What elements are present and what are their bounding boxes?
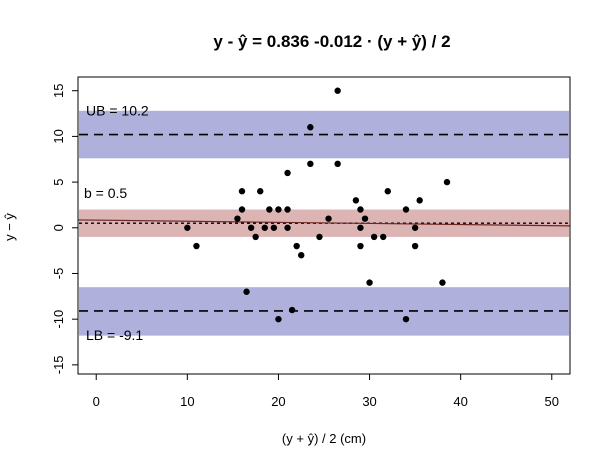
data-point bbox=[316, 233, 323, 241]
data-point bbox=[270, 224, 278, 231]
y-axis-label: y − ŷ bbox=[2, 213, 17, 241]
plot-frame bbox=[77, 76, 571, 375]
plot-area: UB = 10.2b = 0.5LB = -9.10 10 20 30 40 50-15-… bbox=[51, 76, 571, 409]
data-point bbox=[402, 206, 410, 213]
data-point bbox=[352, 197, 360, 204]
data-point bbox=[284, 169, 291, 177]
x-tick-label: 40 bbox=[453, 394, 467, 409]
y-tick-label: 0 bbox=[51, 224, 66, 231]
data-point bbox=[334, 87, 341, 94]
data-point bbox=[288, 306, 296, 314]
data-point bbox=[275, 206, 282, 213]
data-point bbox=[293, 242, 300, 250]
data-point bbox=[266, 206, 273, 213]
x-tick-label: 30 bbox=[362, 394, 376, 409]
data-point bbox=[252, 233, 259, 241]
data-point bbox=[361, 215, 369, 222]
y-tick-label: 15 bbox=[51, 83, 66, 97]
data-point bbox=[247, 224, 255, 231]
x-axis-label: (y + ŷ) / 2 (cm) bbox=[282, 431, 366, 446]
y-tick-label: -10 bbox=[51, 310, 66, 329]
data-point bbox=[334, 160, 341, 168]
data-point bbox=[261, 224, 268, 231]
data-point bbox=[284, 206, 291, 213]
data-point bbox=[370, 233, 378, 241]
data-point bbox=[307, 124, 314, 131]
data-point bbox=[257, 188, 264, 195]
data-point bbox=[411, 242, 419, 250]
data-point bbox=[416, 197, 423, 204]
data-point bbox=[439, 279, 446, 286]
data-point bbox=[243, 288, 250, 295]
data-point bbox=[357, 224, 364, 231]
y-tick-label: 10 bbox=[51, 129, 66, 143]
data-point bbox=[411, 224, 419, 231]
data-point bbox=[298, 252, 305, 259]
data-point bbox=[234, 215, 241, 222]
y-tick-label: -5 bbox=[51, 268, 66, 280]
data-point bbox=[443, 178, 451, 186]
x-tick-label: 50 bbox=[545, 394, 559, 409]
x-tick-label: 0 bbox=[93, 394, 100, 409]
y-tick-label: 5 bbox=[51, 178, 66, 185]
data-point bbox=[193, 242, 200, 250]
x-tick-label: 20 bbox=[271, 394, 285, 409]
data-point bbox=[380, 233, 387, 241]
data-point bbox=[325, 215, 332, 222]
label-b: b = 0.5 bbox=[84, 185, 127, 201]
data-point bbox=[284, 224, 291, 231]
data-point bbox=[357, 206, 364, 213]
regression-line bbox=[77, 219, 571, 227]
x-tick-label: 10 bbox=[180, 394, 194, 409]
data-point bbox=[238, 188, 246, 195]
data-point bbox=[238, 206, 246, 213]
data-point bbox=[366, 279, 373, 286]
label-ub: UB = 10.2 bbox=[86, 103, 149, 119]
label-lb: LB = -9.1 bbox=[86, 327, 143, 343]
chart-title: y - ŷ = 0.836 -0.012 · (y + ŷ) / 2 bbox=[213, 32, 450, 51]
y-tick-label: -15 bbox=[51, 355, 66, 374]
data-point bbox=[402, 315, 410, 323]
data-point bbox=[384, 188, 391, 195]
data-point bbox=[307, 160, 314, 168]
data-point bbox=[357, 242, 364, 250]
data-point bbox=[275, 315, 282, 323]
data-point bbox=[184, 224, 191, 231]
